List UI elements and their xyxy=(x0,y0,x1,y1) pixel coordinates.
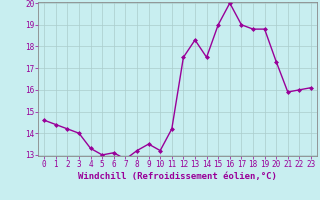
X-axis label: Windchill (Refroidissement éolien,°C): Windchill (Refroidissement éolien,°C) xyxy=(78,172,277,181)
